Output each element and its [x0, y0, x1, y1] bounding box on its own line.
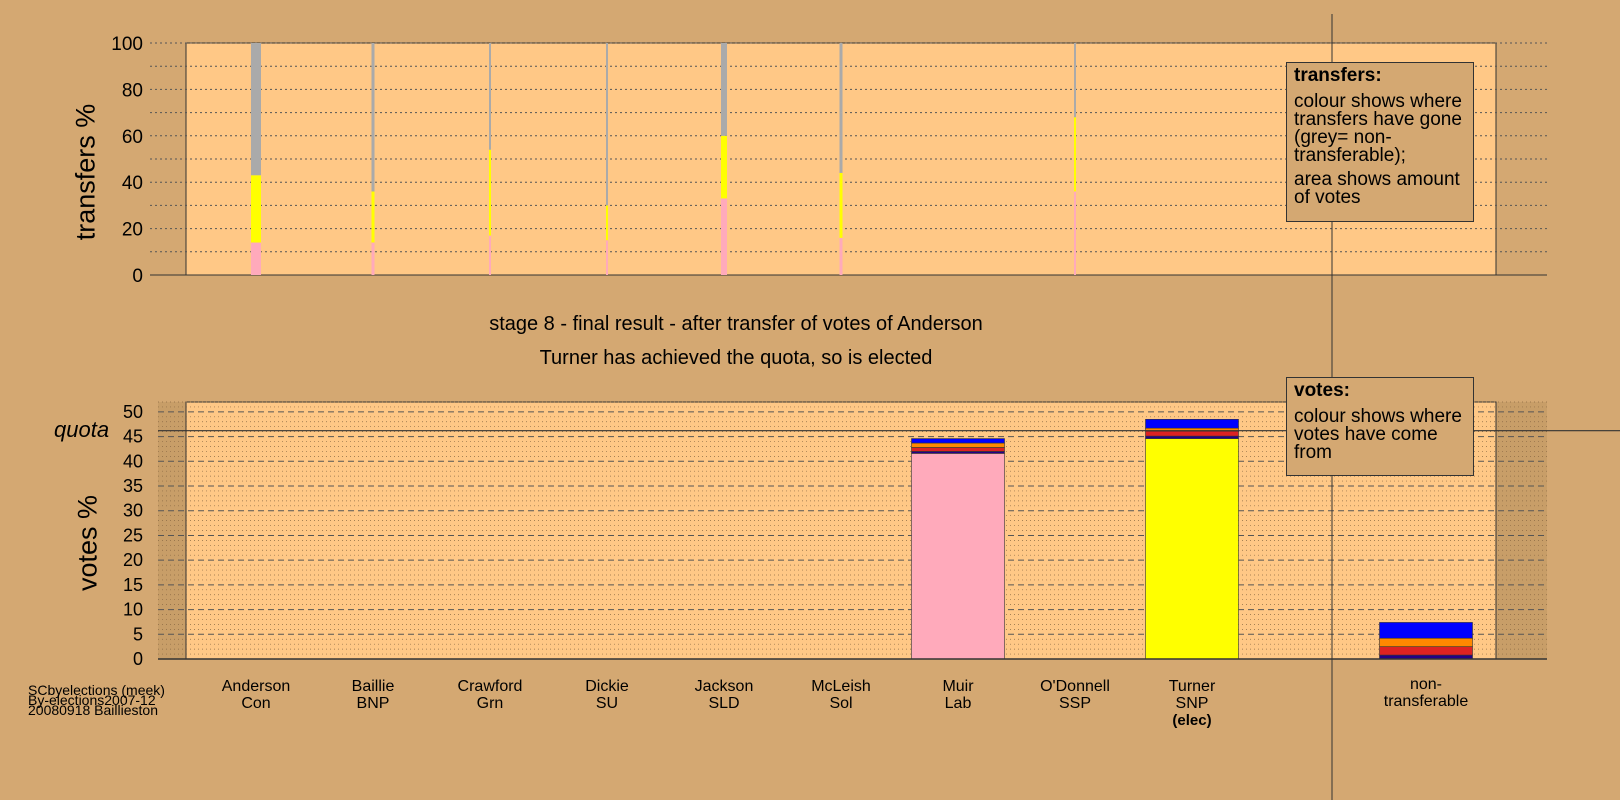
candidate-party: SLD	[708, 695, 740, 712]
candidate-name: Turner	[1168, 678, 1216, 695]
transfer-bar-segment	[251, 175, 261, 243]
candidate-party: SU	[595, 695, 619, 712]
votes-y-tick-label: 20	[123, 550, 143, 570]
candidate-name: Jackson	[694, 678, 754, 695]
transfer-bar-segment	[839, 43, 843, 173]
votes-note-text1: colour shows where votes have come from	[1294, 406, 1462, 463]
vote-bar-segment	[911, 453, 1005, 660]
candidate-party: Con	[241, 695, 271, 712]
candidate-name: Dickie	[585, 678, 629, 695]
transfer-bar-segment	[606, 205, 608, 241]
transfer-bar-segment	[489, 149, 491, 236]
votes-y-tick-label: 10	[123, 600, 143, 620]
source-line-2: By-elections2007-12	[28, 692, 156, 708]
vote-bar-segment	[1379, 646, 1473, 656]
transfers-note-text2: area shows amount of votes	[1294, 169, 1460, 208]
candidate-name: Crawford	[457, 678, 523, 695]
votes-y-tick-label: 15	[123, 575, 143, 595]
vote-bar-segment	[911, 447, 1005, 452]
candidate-label: Turner SNP (elec)	[1132, 678, 1252, 729]
transfer-bar-segment	[371, 191, 375, 243]
transfer-bar-segment	[721, 135, 727, 199]
candidate-party: SNP	[1175, 695, 1209, 712]
vote-bar-segment	[1145, 438, 1239, 660]
candidate-name: Anderson	[221, 678, 291, 695]
candidate-label: Baillie BNP	[313, 678, 433, 712]
votes-y-tick-label: 35	[123, 476, 143, 496]
vote-bar-segment	[1379, 622, 1473, 639]
transfers-note-title: transfers:	[1294, 65, 1382, 86]
votes-note-title: votes:	[1294, 380, 1350, 401]
candidate-party: Sol	[829, 695, 853, 712]
candidate-name: Muir	[942, 678, 974, 695]
vote-bar-segment	[1145, 430, 1239, 437]
transfer-bar-segment	[1074, 117, 1076, 192]
candidate-label: O'Donnell SSP	[1015, 678, 1135, 712]
transfer-bar-segment	[489, 235, 491, 275]
candidate-label: non-transferable	[1366, 676, 1486, 710]
candidate-label: Muir Lab	[898, 678, 1018, 712]
transfer-bar-segment	[251, 43, 261, 176]
transfers-y-tick-label: 80	[122, 80, 143, 101]
source-line-1: SCbyelections (meek)	[28, 682, 165, 698]
transfer-bar-segment	[606, 240, 608, 275]
votes-y-tick-label: 30	[123, 501, 143, 521]
votes-note: votes: colour shows where votes have com…	[1286, 377, 1474, 476]
candidate-name: non-	[1409, 676, 1443, 693]
transfer-bar-segment	[839, 172, 843, 238]
transfers-note-text1: colour shows where transfers have gone (…	[1294, 91, 1462, 166]
vote-bar-segment	[1379, 637, 1473, 647]
transfers-y-tick-label: 100	[111, 34, 143, 55]
candidate-label: Jackson SLD	[664, 678, 784, 712]
vote-bar-segment	[1145, 418, 1239, 429]
votes-y-tick-label: 50	[123, 402, 143, 422]
transfers-y-axis-label: transfers %	[70, 103, 101, 241]
elected-marker: (elec)	[1172, 712, 1212, 729]
votes-plot-area	[185, 401, 1497, 660]
transfer-bar-segment	[606, 43, 608, 206]
source-line-3: 20080918 Baillieston	[28, 702, 158, 718]
transfers-note: transfers: colour shows where transfers …	[1286, 62, 1474, 222]
transfer-bar-segment	[489, 43, 491, 150]
transfers-y-tick-label: 40	[122, 173, 143, 194]
candidate-label: Anderson Con	[196, 678, 316, 712]
candidate-name: Baillie	[351, 678, 395, 695]
votes-y-tick-label: 40	[123, 451, 143, 471]
outcome-caption: Turner has achieved the quota, so is ele…	[539, 347, 933, 369]
transfers-y-tick-label: 20	[122, 220, 143, 241]
transfer-bar-segment	[371, 242, 375, 275]
votes-y-tick-label: 25	[123, 525, 143, 545]
transfers-y-tick-label: 60	[122, 127, 143, 148]
votes-y-tick-label: 0	[133, 649, 143, 669]
transfers-y-tick-label: 0	[132, 266, 143, 287]
transfer-bar-segment	[371, 43, 375, 192]
candidate-party: SSP	[1058, 695, 1091, 712]
transfer-bar-segment	[1074, 191, 1076, 275]
transfer-bar-segment	[721, 43, 727, 136]
transfer-bar-segment	[1074, 43, 1076, 118]
candidate-label: McLeish Sol	[781, 678, 901, 712]
quota-label: quota	[54, 417, 110, 442]
votes-y-tick-label: 5	[133, 624, 143, 644]
candidate-party: transferable	[1383, 693, 1469, 710]
candidate-party: Grn	[476, 695, 504, 712]
votes-y-tick-label: 45	[123, 427, 143, 447]
candidate-label: Crawford Grn	[430, 678, 550, 712]
candidate-name: McLeish	[811, 678, 871, 695]
votes-y-axis-label: votes %	[72, 494, 103, 592]
vote-bar-segment	[911, 442, 1005, 448]
candidate-name: O'Donnell	[1040, 678, 1110, 695]
vote-bar-segment	[1145, 435, 1239, 439]
candidate-party: BNP	[356, 695, 390, 712]
candidate-label: Dickie SU	[547, 678, 667, 712]
stage-caption: stage 8 - final result - after transfer …	[489, 313, 983, 335]
transfer-bar-segment	[251, 242, 261, 275]
transfer-bar-segment	[839, 237, 843, 275]
transfers-chart: 0 20 40 60 80 100	[111, 34, 1547, 287]
candidate-party: Lab	[944, 695, 972, 712]
vote-bar-segment	[911, 438, 1005, 444]
transfer-bar-segment	[721, 198, 727, 275]
